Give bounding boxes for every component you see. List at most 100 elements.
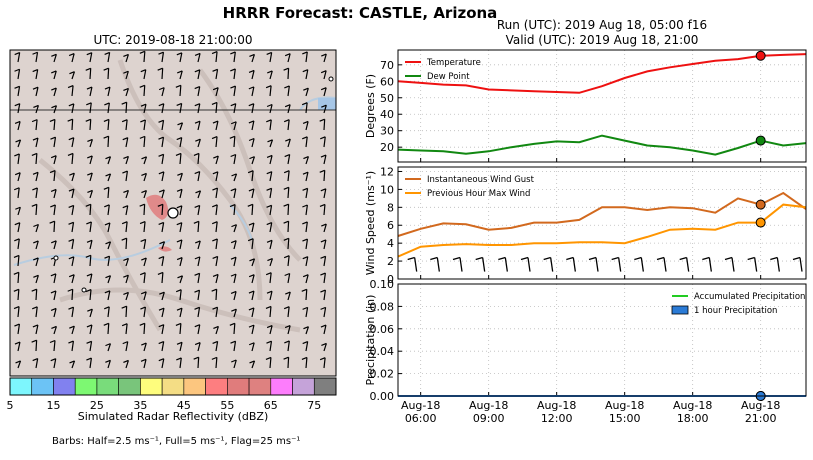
wind-barb-flag	[302, 238, 308, 242]
wind-barb	[197, 324, 201, 335]
wind-barb-flag	[265, 305, 272, 310]
wind-barb-flag	[211, 101, 218, 106]
wind-barb-flag	[302, 120, 309, 125]
wind-barb-flag	[211, 51, 218, 55]
wind-barb	[161, 241, 166, 250]
wind-barb	[197, 86, 201, 97]
wind-barb-flag	[123, 53, 129, 58]
wind-barb-flag	[248, 274, 255, 278]
wind-barb-flag	[14, 153, 20, 157]
wind-barb-flag	[194, 306, 200, 310]
wind-barb-flag	[123, 70, 129, 74]
wind-barb	[71, 85, 74, 97]
wind-barb	[125, 323, 128, 335]
y-tick-label: 4	[387, 237, 394, 250]
wind-barb	[251, 120, 255, 131]
wind-barb	[71, 53, 75, 63]
wind-barb-flag	[175, 322, 182, 326]
colorbar-frame	[9, 377, 337, 396]
wind-barb-flag	[69, 360, 75, 364]
wind-barb-flag	[14, 68, 20, 72]
colorbar-tick-label: 35	[133, 399, 147, 412]
wind-barb-flag	[230, 153, 236, 158]
wind-barb-flag	[247, 203, 253, 207]
wind-barb-flag	[139, 84, 145, 88]
wind-barb-flag	[212, 187, 218, 191]
wind-barb-flag	[247, 170, 254, 174]
wind-barb-flag	[140, 238, 146, 242]
wind-barb-flag	[230, 340, 236, 344]
wind-barb	[215, 256, 219, 267]
wind-barb-flag	[123, 274, 129, 278]
wind-barb-flag	[123, 257, 129, 261]
wind-barb-flag	[86, 340, 92, 344]
panel-frame	[397, 49, 807, 163]
wind-barb	[53, 87, 57, 97]
wind-barb-flag	[283, 255, 290, 259]
wind-barb	[197, 103, 201, 114]
colorbar-swatch	[248, 377, 272, 396]
wind-barb-flag	[14, 323, 20, 327]
wind-barb-flag	[68, 137, 74, 141]
wind-barb-flag	[194, 289, 200, 293]
wind-barb	[179, 275, 184, 284]
wind-barb	[179, 239, 183, 250]
wind-barb	[251, 70, 255, 80]
wind-barb-flag	[123, 155, 129, 160]
wind-barb	[197, 69, 201, 80]
wind-barb-flag	[158, 51, 164, 55]
wind-barb	[197, 342, 201, 352]
wind-barb	[125, 306, 128, 318]
wind-barb-flag	[159, 291, 165, 295]
wind-barb-flag	[320, 272, 326, 276]
wind-barb	[35, 137, 39, 148]
wind-barb	[35, 105, 39, 114]
wind-barb-flag	[15, 360, 21, 364]
wind-barb	[179, 153, 182, 165]
wind-barb	[161, 358, 165, 369]
wind-barb	[269, 357, 272, 369]
wind-barb	[89, 341, 93, 352]
wind-barb-flag	[68, 204, 74, 209]
wind-barb-flag	[248, 69, 255, 73]
wind-barb	[323, 239, 327, 250]
run-line: Run (UTC): 2019 Aug 18, 05:00 f16	[496, 18, 708, 32]
wind-barb	[305, 307, 309, 318]
wind-barb	[89, 86, 93, 97]
wind-barb-flag	[121, 237, 127, 241]
wind-barb	[35, 87, 39, 97]
wind-barb-flag	[50, 358, 56, 362]
wind-barb	[161, 256, 165, 267]
wind-barb	[161, 120, 165, 131]
wind-barb-flag	[724, 256, 733, 261]
wind-barb-flag	[194, 103, 200, 107]
wind-barb-flag	[141, 342, 147, 346]
wind-barb-flag	[195, 138, 201, 142]
wind-barb-flag	[679, 256, 687, 261]
wind-barb-flag	[248, 188, 255, 192]
wind-barb-flag	[121, 119, 128, 123]
wind-barb-flag	[229, 135, 236, 139]
wind-barb-flag	[283, 237, 290, 241]
wind-barb	[179, 257, 183, 267]
wind-barb-flag	[104, 86, 111, 90]
legend-swatch	[671, 305, 689, 315]
wind-barb	[107, 136, 110, 148]
wind-barb	[107, 187, 110, 199]
wind-barb	[107, 102, 110, 114]
wind-barb-flag	[32, 86, 39, 90]
wind-barb-flag	[211, 288, 217, 292]
wind-barb-flag	[176, 307, 183, 311]
wind-barb-flag	[158, 153, 164, 157]
wind-barb-flag	[33, 257, 39, 261]
wind-barb	[305, 289, 308, 301]
wind-barb	[323, 307, 327, 318]
wind-barb	[125, 205, 129, 216]
wind-barb-flag	[50, 155, 57, 159]
wind-barb	[287, 187, 290, 199]
wind-barb	[323, 357, 326, 369]
wind-barb	[323, 87, 327, 97]
wind-barb-flag	[301, 136, 308, 140]
wind-barb-flag	[267, 70, 273, 74]
